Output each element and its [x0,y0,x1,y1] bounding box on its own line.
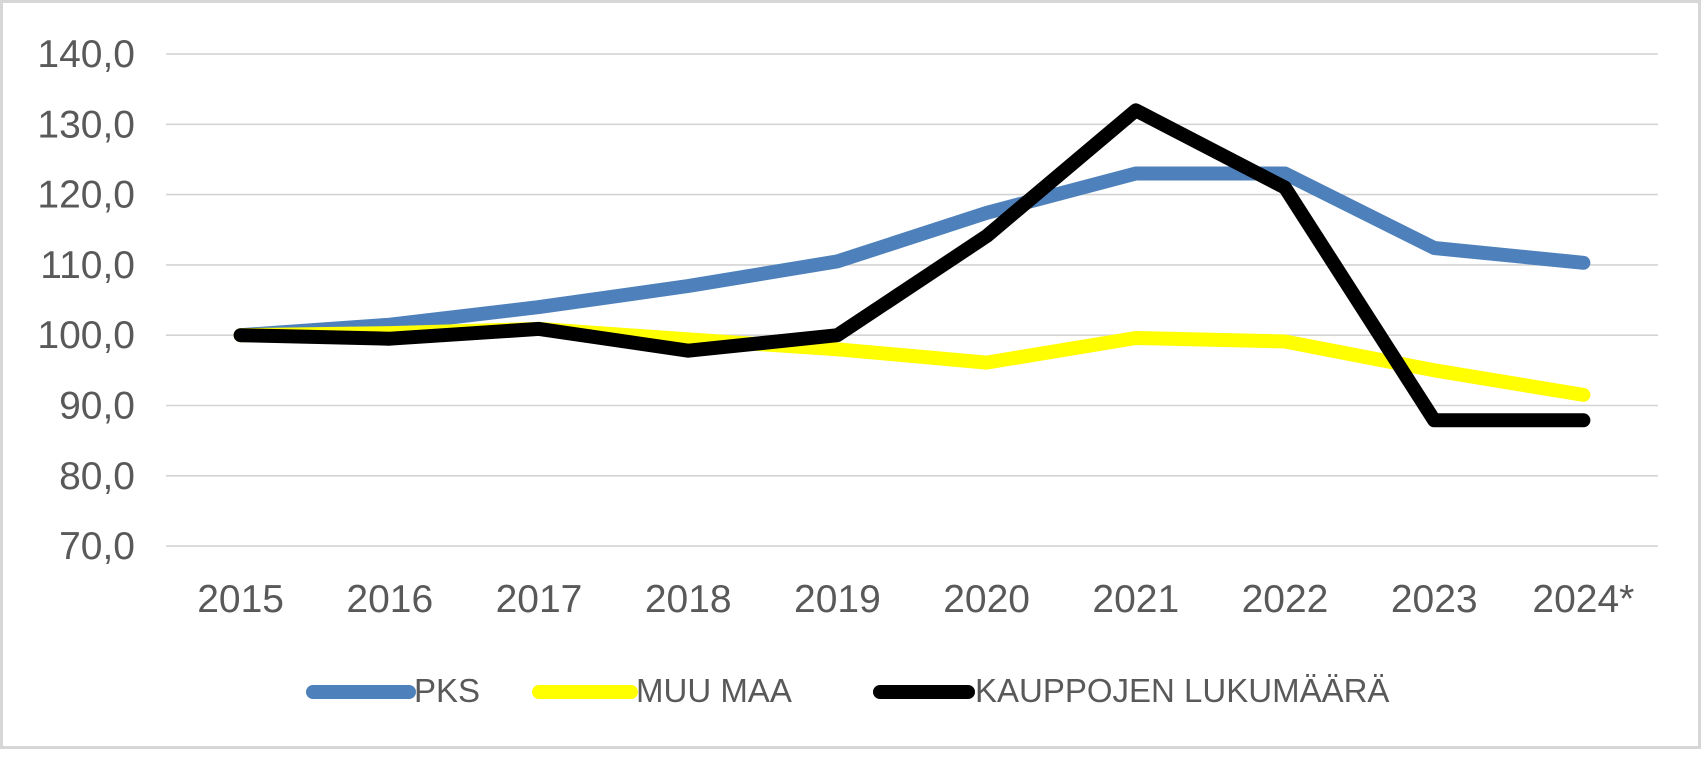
svg-text:KAUPPOJEN LUKUMÄÄRÄ: KAUPPOJEN LUKUMÄÄRÄ [975,672,1389,709]
svg-text:2022: 2022 [1242,578,1329,621]
svg-text:MUU MAA: MUU MAA [636,672,792,709]
svg-text:2023: 2023 [1391,578,1478,621]
svg-text:2018: 2018 [645,578,732,621]
svg-text:120,0: 120,0 [37,174,135,217]
svg-text:110,0: 110,0 [40,244,135,287]
svg-text:80,0: 80,0 [59,455,135,498]
svg-text:70,0: 70,0 [59,525,135,568]
svg-text:2016: 2016 [346,578,433,621]
svg-text:2015: 2015 [197,578,284,621]
svg-text:2017: 2017 [496,578,583,621]
svg-text:140,0: 140,0 [37,33,135,76]
svg-text:90,0: 90,0 [59,385,135,428]
svg-text:2021: 2021 [1092,578,1179,621]
svg-text:PKS: PKS [414,672,480,709]
svg-text:2024*: 2024* [1532,578,1634,621]
svg-text:2019: 2019 [794,578,881,621]
svg-text:100,0: 100,0 [37,314,135,357]
svg-text:130,0: 130,0 [37,103,135,146]
svg-text:2020: 2020 [943,578,1030,621]
